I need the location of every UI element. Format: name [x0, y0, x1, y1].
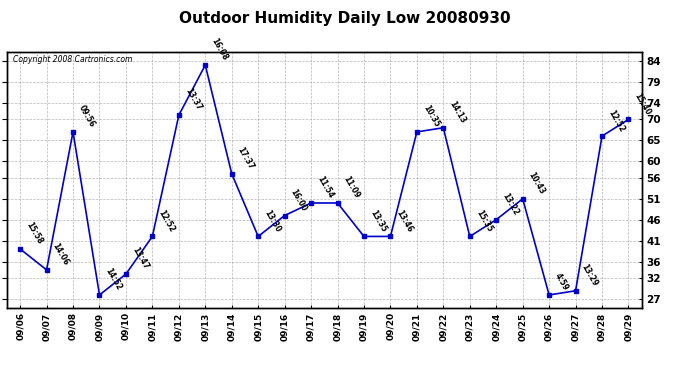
Text: 13:29: 13:29 [580, 262, 600, 288]
Text: 14:13: 14:13 [448, 100, 467, 125]
Text: 13:30: 13:30 [262, 208, 282, 234]
Text: 15:58: 15:58 [24, 221, 44, 246]
Text: 15:35: 15:35 [474, 209, 493, 234]
Text: 14:52: 14:52 [104, 267, 124, 292]
Text: 16:08: 16:08 [210, 37, 229, 62]
Text: 11:09: 11:09 [342, 175, 362, 200]
Text: 13:35: 13:35 [368, 209, 388, 234]
Text: 15:40: 15:40 [633, 92, 653, 117]
Text: 17:37: 17:37 [236, 146, 256, 171]
Text: 12:52: 12:52 [607, 108, 626, 134]
Text: 10:35: 10:35 [421, 104, 441, 129]
Text: 10:43: 10:43 [527, 171, 546, 196]
Text: 16:00: 16:00 [289, 188, 308, 213]
Text: 11:54: 11:54 [315, 175, 335, 200]
Text: Outdoor Humidity Daily Low 20080930: Outdoor Humidity Daily Low 20080930 [179, 11, 511, 26]
Text: 13:47: 13:47 [130, 246, 150, 271]
Text: 13:46: 13:46 [395, 208, 415, 234]
Text: 09:56: 09:56 [77, 104, 97, 129]
Text: 12:52: 12:52 [157, 209, 177, 234]
Text: 13:22: 13:22 [500, 192, 520, 217]
Text: 14:06: 14:06 [51, 242, 70, 267]
Text: 4:59: 4:59 [553, 272, 571, 292]
Text: 13:37: 13:37 [183, 87, 203, 112]
Text: Copyright 2008 Cartronics.com: Copyright 2008 Cartronics.com [13, 55, 132, 64]
